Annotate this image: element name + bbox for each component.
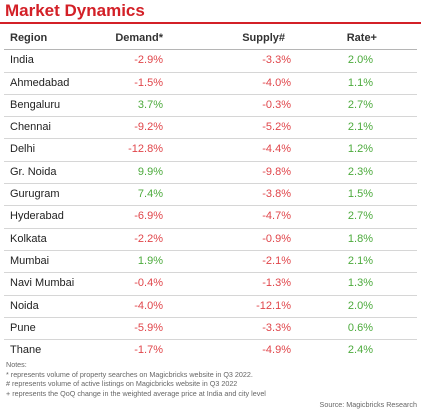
header-region: Region [10, 32, 48, 44]
cell-supply: -3.3% [262, 54, 291, 67]
cell-rate: 2.0% [347, 54, 373, 67]
cell-region: Pune [10, 321, 36, 334]
cell-region: India [10, 54, 34, 67]
cell-supply: -4.7% [262, 210, 291, 223]
cell-demand: -5.9% [134, 321, 163, 334]
cell-supply: -0.3% [262, 98, 291, 111]
row-divider [4, 316, 417, 318]
row-divider [4, 249, 417, 251]
cell-rate: 1.5% [347, 188, 373, 201]
cell-rate: 1.2% [347, 143, 373, 156]
cell-supply: -5.2% [262, 121, 291, 134]
row-divider [4, 116, 417, 118]
cell-rate: 2.7% [347, 98, 373, 111]
cell-demand: -1.5% [134, 76, 163, 89]
cell-rate: 1.3% [347, 277, 373, 290]
cell-supply: -2.1% [262, 254, 291, 267]
header-divider [4, 49, 417, 51]
row-divider [4, 71, 417, 73]
cell-region: Hyderabad [10, 210, 64, 223]
row-divider [4, 160, 417, 162]
note-line: + represents the QoQ change in the weigh… [6, 388, 266, 398]
cell-demand: 7.4% [137, 188, 163, 201]
header-demand: Demand* [115, 32, 163, 44]
cell-demand: -0.4% [134, 277, 163, 290]
table-row: Thane -1.7% -4.9% 2.4% [0, 340, 421, 361]
notes-block: Notes: * represents volume of property s… [6, 360, 266, 398]
cell-region: Navi Mumbai [10, 277, 75, 290]
title-underline [0, 22, 421, 24]
cell-region: Thane [10, 344, 42, 357]
cell-supply: -4.4% [262, 143, 291, 156]
cell-region: Mumbai [10, 254, 50, 267]
cell-region: Gr. Noida [10, 165, 57, 178]
cell-supply: -9.8% [262, 165, 291, 178]
cell-demand: -2.9% [134, 54, 163, 67]
cell-region: Delhi [10, 143, 36, 156]
cell-supply: -4.9% [262, 344, 291, 357]
table-row: Delhi -12.8% -4.4% 1.2% [0, 139, 421, 160]
note-line: * represents volume of property searches… [6, 369, 253, 379]
row-divider [4, 294, 417, 296]
cell-rate: 2.3% [347, 165, 373, 178]
cell-supply: -3.3% [262, 321, 291, 334]
cell-region: Gurugram [10, 188, 60, 201]
cell-supply: -1.3% [262, 277, 291, 290]
row-divider [4, 227, 417, 229]
source-credit: Source: Magicbricks Research [319, 400, 417, 409]
row-divider [4, 183, 417, 185]
table-header-row: Region Demand* Supply# Rate+ [0, 28, 421, 49]
table-row: Kolkata -2.2% -0.9% 1.8% [0, 229, 421, 250]
cell-demand: -6.9% [134, 210, 163, 223]
table-row: Noida -4.0% -12.1% 2.0% [0, 296, 421, 317]
header-rate: Rate+ [346, 32, 377, 44]
cell-demand: -4.0% [134, 299, 163, 312]
header-supply: Supply# [242, 32, 285, 44]
cell-region: Noida [10, 299, 39, 312]
market-dynamics-table: Region Demand* Supply# Rate+ India -2.9% -… [0, 28, 421, 361]
table-body: India -2.9% -3.3% 2.0% Ahmedabad -1.5% -4.0% 1.… [0, 50, 421, 361]
table-row: Gurugram 7.4% -3.8% 1.5% [0, 184, 421, 205]
cell-rate: 1.1% [347, 76, 373, 89]
cell-rate: 0.6% [347, 321, 373, 334]
row-divider [4, 205, 417, 207]
table-row: Chennai -9.2% -5.2% 2.1% [0, 117, 421, 138]
cell-rate: 2.7% [347, 210, 373, 223]
row-divider [4, 93, 417, 95]
notes-heading: Notes: [6, 360, 27, 369]
cell-region: Ahmedabad [10, 76, 70, 89]
cell-demand: -2.2% [134, 232, 163, 245]
table-row: Gr. Noida 9.9% -9.8% 2.3% [0, 162, 421, 183]
table-row: Hyderabad -6.9% -4.7% 2.7% [0, 206, 421, 227]
table-row: Navi Mumbai -0.4% -1.3% 1.3% [0, 273, 421, 294]
row-divider [4, 339, 417, 341]
cell-demand: -1.7% [134, 344, 163, 357]
page-title: Market Dynamics [5, 1, 145, 20]
cell-demand: -9.2% [134, 121, 163, 134]
table-row: Pune -5.9% -3.3% 0.6% [0, 318, 421, 339]
table-row: Bengaluru 3.7% -0.3% 2.7% [0, 95, 421, 116]
table-row: India -2.9% -3.3% 2.0% [0, 50, 421, 71]
cell-supply: -3.8% [262, 188, 291, 201]
cell-supply: -4.0% [262, 76, 291, 89]
table-row: Ahmedabad -1.5% -4.0% 1.1% [0, 73, 421, 94]
cell-demand: 3.7% [137, 98, 163, 111]
row-divider [4, 272, 417, 274]
cell-rate: 1.8% [347, 232, 373, 245]
cell-rate: 2.0% [347, 299, 373, 312]
table-row: Mumbai 1.9% -2.1% 2.1% [0, 251, 421, 272]
cell-demand: 1.9% [137, 254, 163, 267]
note-line: # represents volume of active listings o… [6, 379, 238, 389]
cell-rate: 2.1% [347, 254, 373, 267]
cell-rate: 2.1% [347, 121, 373, 134]
cell-demand: 9.9% [137, 165, 163, 178]
cell-region: Chennai [10, 121, 51, 134]
cell-supply: -12.1% [256, 299, 291, 312]
cell-rate: 2.4% [347, 344, 373, 357]
cell-region: Bengaluru [10, 98, 61, 111]
cell-supply: -0.9% [262, 232, 291, 245]
cell-region: Kolkata [10, 232, 47, 245]
row-divider [4, 138, 417, 140]
cell-demand: -12.8% [128, 143, 163, 156]
